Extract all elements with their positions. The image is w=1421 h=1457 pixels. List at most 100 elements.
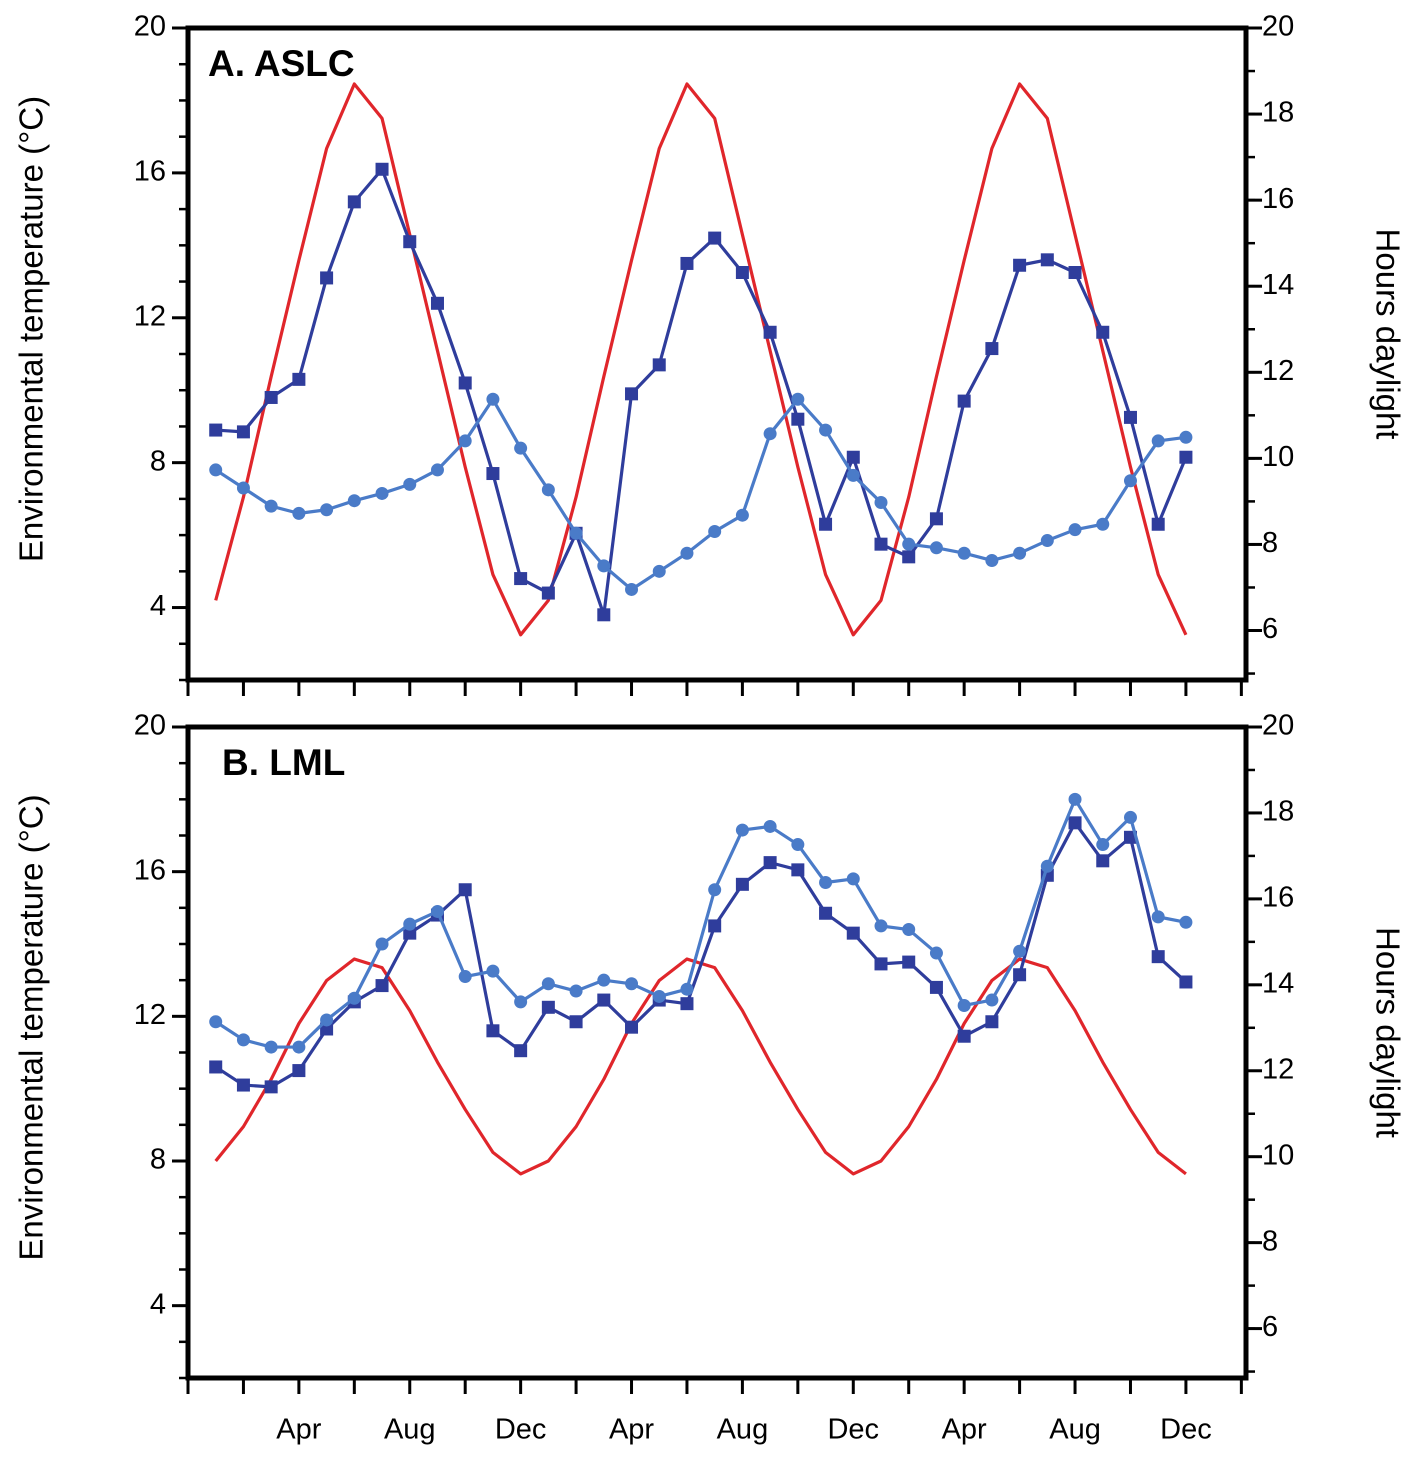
series-line	[214, 397, 1187, 592]
y-tick-label: 8	[150, 1144, 166, 1176]
circle-marker	[1096, 517, 1110, 531]
circle-marker	[458, 434, 472, 448]
square-marker	[763, 856, 777, 870]
y2-tick-label: 16	[1262, 183, 1294, 215]
circle-marker	[292, 506, 306, 520]
square-marker	[957, 394, 971, 408]
y2-tick-label: 8	[1262, 527, 1278, 559]
x-tick-label: Aug	[717, 1414, 769, 1446]
circle-marker	[236, 481, 250, 495]
circle-marker	[597, 559, 611, 573]
x-tick-label: Apr	[609, 1414, 654, 1446]
circle-marker	[1096, 838, 1110, 852]
square-marker	[1096, 325, 1110, 339]
square-marker	[791, 412, 805, 426]
panel-title: A. ASLC	[208, 43, 355, 84]
square-marker	[209, 423, 223, 437]
plot-frame	[185, 25, 1249, 683]
x-tick-label: Aug	[1049, 1414, 1101, 1446]
circle-marker	[708, 524, 722, 538]
square-marker	[1179, 450, 1193, 464]
y2-axis-label: Hours daylight	[1369, 927, 1406, 1138]
circle-marker	[902, 537, 916, 551]
square-marker	[458, 376, 472, 390]
square-marker	[1123, 410, 1137, 424]
y2-tick-label: 12	[1262, 1053, 1294, 1085]
square-marker	[763, 325, 777, 339]
series-line	[214, 821, 1187, 1089]
square-marker	[985, 1015, 999, 1029]
circle-marker	[430, 463, 444, 477]
square-marker	[957, 1029, 971, 1043]
square-marker	[264, 390, 278, 404]
circle-marker	[735, 508, 749, 522]
square-marker	[625, 387, 639, 401]
square-marker	[1013, 258, 1027, 272]
y2-tick-label: 18	[1262, 97, 1294, 129]
square-marker	[541, 586, 555, 600]
square-marker	[1179, 975, 1193, 989]
square-marker	[347, 195, 361, 209]
y2-tick-label: 10	[1262, 1139, 1294, 1171]
circle-marker	[708, 883, 722, 897]
square-marker	[735, 877, 749, 891]
circle-marker	[625, 582, 639, 596]
y2-tick-label: 20	[1262, 710, 1294, 742]
series-line	[214, 957, 1187, 1176]
square-marker	[985, 342, 999, 356]
circle-marker	[514, 995, 528, 1009]
square-marker	[375, 162, 389, 176]
y2-tick-label: 18	[1262, 796, 1294, 828]
y2-tick-label: 8	[1262, 1225, 1278, 1257]
y-axis-label: Environmental temperature (°C)	[13, 96, 50, 562]
y2-axis-label: Hours daylight	[1369, 229, 1406, 440]
circle-marker	[902, 923, 916, 937]
square-marker	[819, 517, 833, 531]
circle-marker	[929, 946, 943, 960]
circle-marker	[1013, 944, 1027, 958]
circle-marker	[541, 483, 555, 497]
y2-tick-label: 14	[1262, 269, 1294, 301]
y-tick-label: 20	[134, 11, 166, 43]
square-marker	[846, 450, 860, 464]
circle-marker	[1068, 792, 1082, 806]
y2-tick-label: 16	[1262, 882, 1294, 914]
square-marker	[874, 957, 888, 971]
circle-marker	[791, 392, 805, 406]
y-tick-label: 4	[150, 1288, 166, 1320]
circle-marker	[735, 823, 749, 837]
circle-marker	[680, 982, 694, 996]
circle-marker	[347, 494, 361, 508]
square-marker	[236, 1078, 250, 1092]
y-tick-label: 12	[134, 300, 166, 332]
circle-marker	[597, 973, 611, 987]
circle-marker	[1068, 523, 1082, 537]
square-marker	[846, 926, 860, 940]
x-tick-label: Apr	[276, 1414, 321, 1446]
x-tick-label: Aug	[384, 1414, 436, 1446]
square-marker	[597, 608, 611, 622]
square-marker	[1151, 950, 1165, 964]
circle-marker	[292, 1040, 306, 1054]
circle-marker	[1040, 859, 1054, 873]
circle-marker	[320, 503, 334, 517]
circle-marker	[486, 392, 500, 406]
panel-title: B. LML	[222, 742, 345, 783]
square-marker	[320, 271, 334, 285]
circle-marker	[763, 427, 777, 441]
circle-marker	[209, 463, 223, 477]
square-marker	[929, 980, 943, 994]
square-marker	[597, 993, 611, 1007]
square-marker	[320, 1022, 334, 1036]
x-tick-label: Dec	[1160, 1414, 1212, 1446]
circle-marker	[375, 937, 389, 951]
circle-marker	[652, 564, 666, 578]
x-tick-label: Apr	[942, 1414, 987, 1446]
square-marker	[929, 512, 943, 526]
square-marker	[486, 1024, 500, 1038]
circle-marker	[320, 1013, 334, 1027]
square-marker	[1040, 253, 1054, 267]
square-marker	[292, 1064, 306, 1078]
plot-frame	[185, 724, 1249, 1381]
circle-marker	[1151, 910, 1165, 924]
